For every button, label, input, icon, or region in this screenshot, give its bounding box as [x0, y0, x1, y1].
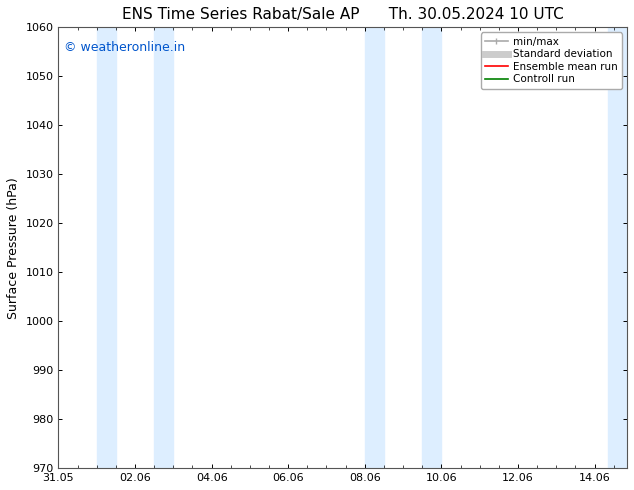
Y-axis label: Surface Pressure (hPa): Surface Pressure (hPa): [7, 177, 20, 318]
Bar: [608, 27, 627, 468]
Title: ENS Time Series Rabat/Sale AP      Th. 30.05.2024 10 UTC: ENS Time Series Rabat/Sale AP Th. 30.05.…: [122, 7, 564, 22]
Bar: [154, 27, 173, 468]
Bar: [422, 27, 441, 468]
Legend: min/max, Standard deviation, Ensemble mean run, Controll run: min/max, Standard deviation, Ensemble me…: [481, 32, 622, 89]
Bar: [97, 27, 116, 468]
Text: © weatheronline.in: © weatheronline.in: [64, 41, 185, 53]
Bar: [365, 27, 384, 468]
